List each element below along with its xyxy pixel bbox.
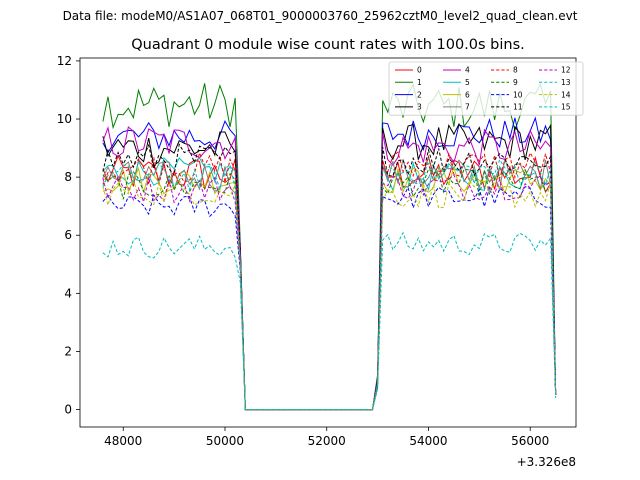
legend-label-15: 15 [561, 103, 571, 112]
series-line-14 [102, 178, 557, 411]
chart-suptitle: Data file: modeM0/AS1A07_068T01_90000037… [63, 9, 578, 23]
series-line-7 [102, 159, 557, 411]
chart-title: Quadrant 0 module wise count rates with … [131, 37, 525, 53]
y-tick-label: 0 [64, 403, 72, 417]
legend-label-12: 12 [561, 66, 571, 75]
y-tick-label: 6 [64, 228, 72, 242]
series-line-13 [102, 231, 557, 411]
legend-label-8: 8 [513, 66, 518, 75]
series-line-10 [102, 185, 557, 411]
y-tick-label: 2 [64, 344, 72, 358]
series-line-8 [102, 151, 557, 411]
legend-label-4: 4 [465, 66, 470, 75]
legend-label-7: 7 [465, 103, 470, 112]
plot-lines [102, 82, 557, 411]
x-tick-label: 50000 [206, 434, 244, 448]
legend-label-11: 11 [513, 103, 523, 112]
legend-label-1: 1 [417, 78, 422, 87]
series-line-4 [102, 126, 557, 411]
legend-label-10: 10 [513, 90, 523, 99]
series-line-9 [102, 168, 557, 411]
x-tick-label: 54000 [409, 434, 447, 448]
plot-frame [79, 57, 577, 428]
legend-label-2: 2 [417, 90, 422, 99]
x-tick-label: 56000 [511, 434, 549, 448]
series-line-11 [102, 143, 557, 411]
legend-label-5: 5 [465, 78, 470, 87]
x-axis: 48000 50000 52000 54000 56000 [104, 427, 549, 448]
legend-label-9: 9 [513, 78, 518, 87]
series-line-5 [102, 156, 557, 411]
x-offset-label: +3.326e8 [517, 455, 576, 469]
series-line-1 [102, 82, 557, 411]
legend-label-6: 6 [465, 90, 470, 99]
series-line-6 [102, 165, 557, 411]
series-line-3 [102, 123, 557, 411]
y-tick-label: 4 [64, 286, 72, 300]
y-axis: 0 2 4 6 8 10 12 [57, 54, 80, 417]
y-tick-label: 12 [57, 54, 72, 68]
y-tick-label: 8 [64, 170, 72, 184]
y-tick-label: 10 [57, 112, 72, 126]
legend-label-0: 0 [417, 66, 422, 75]
x-tick-label: 52000 [308, 434, 346, 448]
x-tick-label: 48000 [104, 434, 142, 448]
legend-label-14: 14 [561, 90, 571, 99]
legend-label-13: 13 [561, 78, 571, 87]
series-line-2 [102, 116, 557, 411]
legend-frame [388, 61, 584, 116]
series-line-15 [102, 158, 557, 411]
legend-label-3: 3 [417, 103, 422, 112]
series-line-12 [102, 174, 557, 411]
